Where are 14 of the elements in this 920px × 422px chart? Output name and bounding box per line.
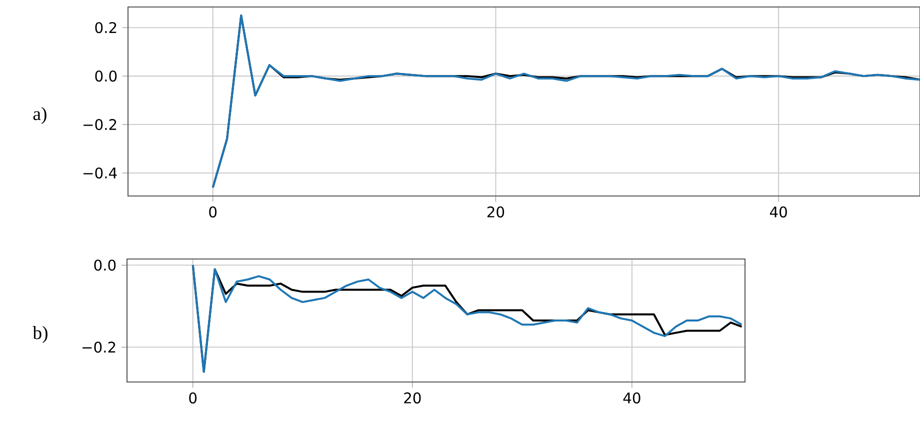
x-tick-label: 40	[623, 392, 640, 404]
y-tick-label: −0.2	[82, 342, 116, 353]
x-tick-label: 0	[209, 206, 217, 218]
x-tick-label: 20	[404, 392, 421, 404]
text: a)	[33, 107, 46, 124]
y-tick-label: −0.4	[84, 167, 117, 179]
x-tick-label: 0	[189, 392, 197, 404]
y-tick-label: −0.2	[84, 118, 116, 130]
y-tick-label: 0.0	[94, 260, 116, 271]
x-tick-label: 20	[487, 206, 504, 218]
x-tick-label: 40	[770, 206, 787, 218]
text: b)	[32, 326, 48, 343]
y-tick-label: 0.0	[95, 70, 117, 82]
y-tick-label: 0.2	[95, 22, 116, 34]
